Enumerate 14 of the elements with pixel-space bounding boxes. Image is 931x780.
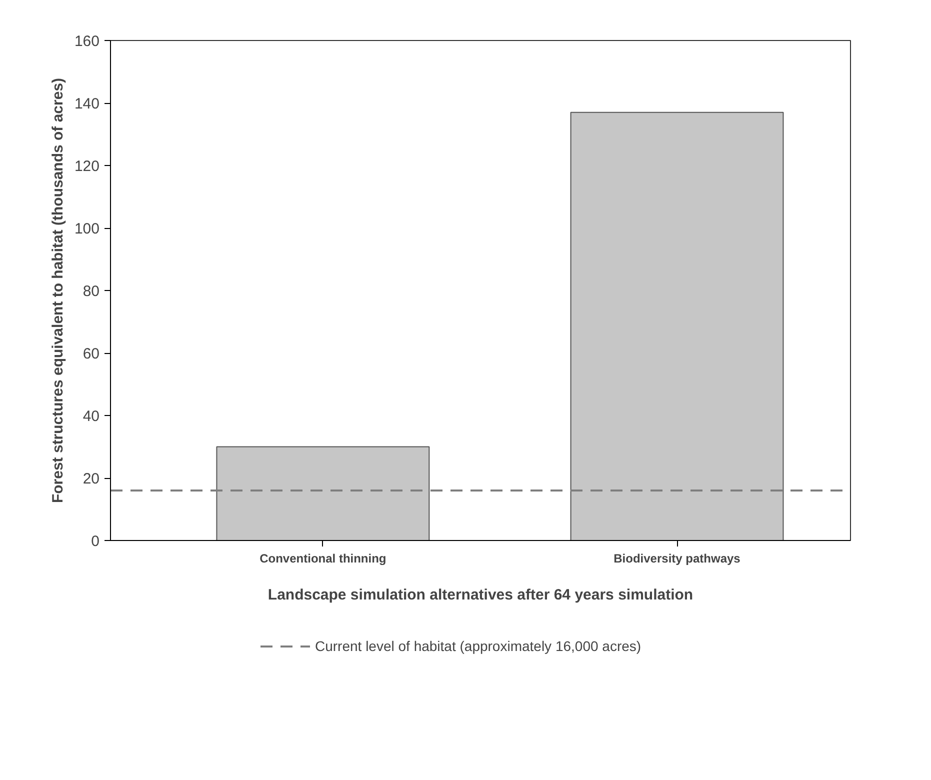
- y-tick-label: 40: [82, 408, 100, 425]
- y-tick-label: 160: [74, 33, 100, 50]
- y-axis-title: Forest structures equivalent to habitat (thousands of acres): [49, 78, 66, 504]
- y-tick-label: 120: [74, 158, 100, 175]
- y-tick-label: 140: [74, 96, 100, 112]
- y-tick-label: 0: [91, 533, 100, 550]
- x-tick-label: Biodiversity pathways: [614, 552, 741, 566]
- y-tick-label: 80: [82, 283, 100, 300]
- y-tick-label: 100: [74, 220, 100, 238]
- x-axis-title: Landscape simulation alternatives after 64 years simulation: [268, 586, 694, 604]
- y-tick-label: 60: [82, 346, 100, 362]
- x-tick-label: Conventional thinning: [260, 552, 386, 566]
- legend-label: Current level of habitat (approximately 16,000 acres): [315, 638, 642, 654]
- y-tick-label: 20: [82, 470, 100, 488]
